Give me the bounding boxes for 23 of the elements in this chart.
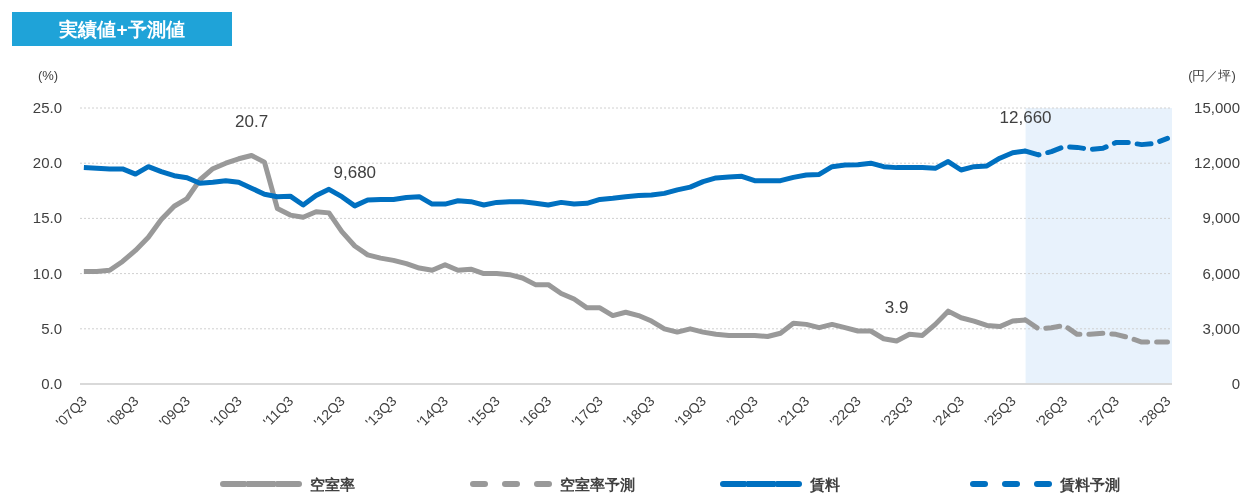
y-tick-label: 25.0 xyxy=(32,99,62,116)
y-tick-label: 20.0 xyxy=(32,154,62,172)
data-label: 9,680 xyxy=(333,162,377,182)
y2-tick-label: 15,000 xyxy=(1194,99,1240,116)
legend-label: 賃料予測 xyxy=(1059,476,1120,493)
legend-label: 賃料 xyxy=(809,476,840,493)
y2-tick-label: 9,000 xyxy=(1202,209,1240,227)
y2-tick-label: 0 xyxy=(1231,375,1240,392)
data-label: 3.9 xyxy=(884,297,909,317)
legend-label: 空室率 xyxy=(310,476,355,493)
chart-title: 実績値+予測値 xyxy=(58,19,185,40)
legend-label: 空室率予測 xyxy=(560,476,635,493)
y2-axis-title: (円／坪) xyxy=(1188,68,1236,83)
data-label: 12,660 xyxy=(999,108,1052,128)
y2-tick-label: 3,000 xyxy=(1202,319,1240,337)
y2-tick-label: 6,000 xyxy=(1202,264,1240,282)
y-axis-title: (%) xyxy=(37,68,59,83)
y-tick-label: 0.0 xyxy=(41,375,62,392)
y-tick-label: 10.0 xyxy=(32,264,62,282)
y2-tick-label: 12,000 xyxy=(1194,154,1240,172)
data-label: 20.7 xyxy=(235,112,269,132)
y-tick-label: 15.0 xyxy=(32,209,62,227)
y-tick-label: 5.0 xyxy=(41,319,62,337)
